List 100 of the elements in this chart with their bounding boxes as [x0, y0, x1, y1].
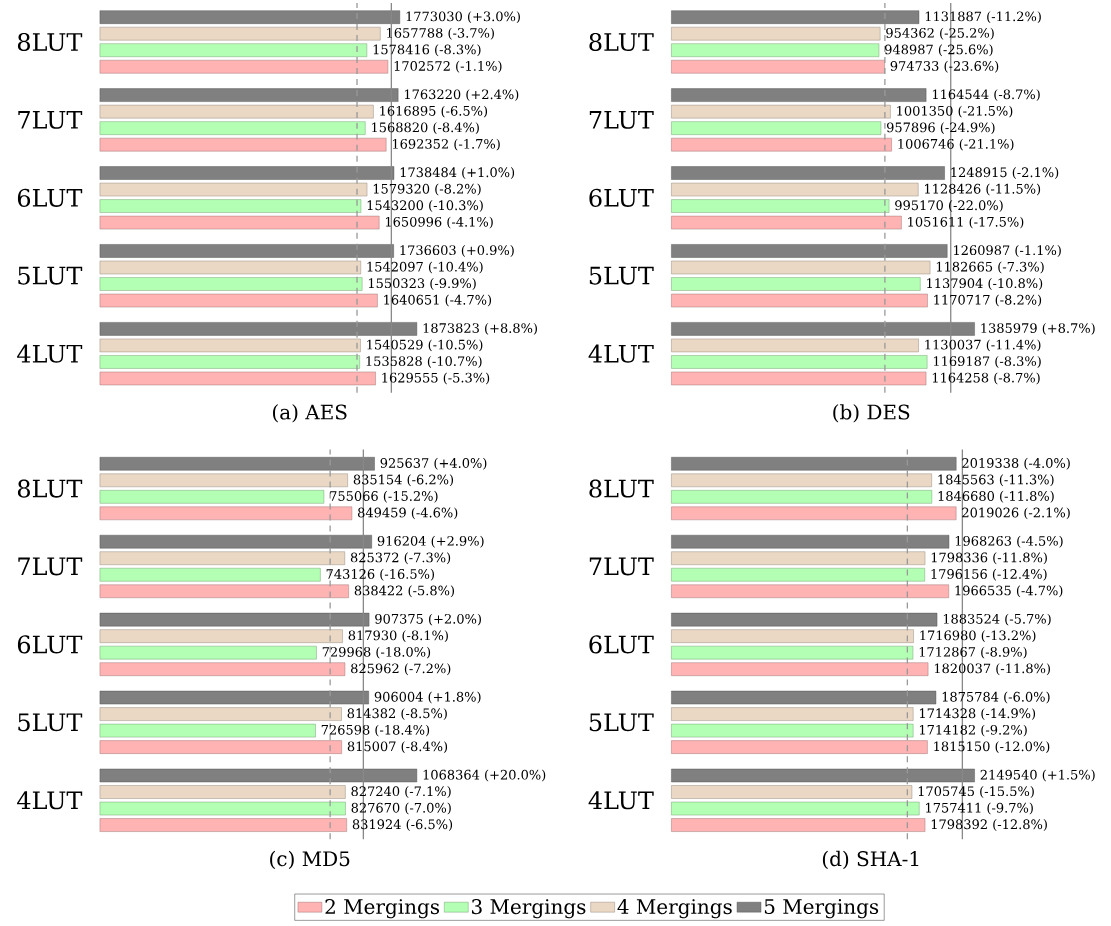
bar: [671, 215, 902, 230]
data-label: 2019338 (-4.0%): [962, 457, 1070, 470]
bar: [99, 355, 360, 369]
bar: [671, 26, 881, 41]
data-label: 948987 (-25.6%): [884, 44, 993, 57]
data-label: 838422 (-5.8%): [354, 585, 455, 598]
data-label: 1130037 (-11.4%): [925, 339, 1041, 352]
y-tick-label: 5LUT: [18, 266, 83, 285]
bar: [99, 629, 343, 643]
y-tick-label: 7LUT: [18, 110, 83, 129]
bar: [99, 26, 381, 41]
data-label: 1629555 (-5.3%): [382, 372, 490, 385]
bar: [99, 371, 376, 386]
bar: [99, 215, 380, 230]
data-label: 925637 (+4.0%): [380, 457, 487, 470]
data-label: 1714328 (-14.9%): [919, 708, 1036, 720]
legend-label: 4 Mergings: [617, 898, 732, 919]
bar: [671, 473, 932, 487]
data-label: 1579320 (-8.2%): [373, 183, 481, 196]
bar: [671, 567, 925, 582]
bar: [99, 338, 361, 353]
bar: [671, 534, 950, 549]
bar: [99, 473, 348, 487]
bar: [99, 801, 346, 816]
text: (b) DES: [833, 404, 910, 423]
data-label: 1542097 (-10.4%): [367, 261, 483, 274]
data-label: 1736603 (+0.9%): [400, 244, 514, 257]
data-label: 1714182 (-9.2%): [919, 724, 1027, 737]
data-label: 1883524 (-5.7%): [943, 613, 1051, 626]
data-label: 1846680 (-11.8%): [938, 490, 1054, 503]
data-label: 1164544 (-8.7%): [932, 89, 1040, 101]
data-label: 916204 (+2.9%): [377, 535, 484, 548]
bar: [671, 690, 937, 705]
data-label: 1640651 (-4.7%): [384, 294, 492, 307]
bar: [671, 260, 931, 275]
bar: [99, 645, 317, 660]
data-label: 1001350 (-21.5%): [897, 105, 1013, 118]
bar: [99, 490, 325, 504]
bar: [671, 137, 892, 152]
bar: [671, 818, 926, 832]
bar: [671, 456, 957, 471]
bar: [99, 121, 366, 135]
bar: [671, 88, 927, 102]
bar: [99, 818, 347, 832]
y-tick-label: 8LUT: [589, 32, 654, 51]
bar: [671, 629, 914, 643]
data-label: 2019026 (-2.1%): [962, 507, 1070, 520]
bar: [671, 662, 929, 676]
data-label: 1550323 (-9.9%): [368, 277, 476, 290]
y-tick-label: 8LUT: [589, 479, 654, 498]
data-label: 1068364 (+20.0%): [423, 769, 546, 782]
y-tick-label: 7LUT: [589, 557, 654, 576]
data-label: 1798336 (-11.8%): [931, 552, 1047, 565]
bar: [99, 260, 361, 275]
data-label: 827670 (-7.0%): [351, 802, 451, 815]
data-label: 817930 (-8.1%): [348, 630, 448, 643]
data-label: 1705745 (-15.5%): [918, 785, 1034, 798]
y-tick-label: 6LUT: [589, 635, 654, 654]
y-tick-label: 6LUT: [589, 188, 654, 207]
y-tick-label: 4LUT: [588, 791, 654, 810]
bar: [671, 584, 949, 598]
bar: [99, 740, 342, 754]
y-tick-label: 5LUT: [589, 713, 654, 732]
y-tick-label: 5LUT: [18, 713, 83, 732]
y-tick-label: 8LUT: [17, 479, 83, 498]
bar: [671, 785, 913, 799]
data-label: 729968 (-18.0%): [322, 646, 431, 659]
bar: [671, 244, 948, 258]
data-label: 825372 (-7.3%): [350, 552, 451, 565]
bar: [99, 707, 342, 721]
bar: [99, 104, 374, 119]
data-label: 1798392 (-12.8%): [931, 819, 1047, 831]
bar: [671, 59, 885, 74]
data-label: 755066 (-15.2%): [330, 490, 438, 503]
bar: [99, 277, 363, 291]
y-tick-label: 7LUT: [589, 110, 654, 129]
bar: [671, 490, 933, 504]
legend-label: 2 Mergings: [325, 898, 440, 919]
data-label: 1164258 (-8.7%): [932, 372, 1040, 385]
data-label: 1260987 (-1.1%): [954, 244, 1061, 257]
bar: [99, 551, 345, 565]
data-label: 1702572 (-1.1%): [394, 60, 502, 73]
data-label: 1578416 (-8.3%): [373, 44, 481, 57]
data-label: 743126 (-16.5%): [326, 568, 434, 581]
bar: [671, 293, 928, 308]
bar: [671, 355, 928, 369]
data-label: 1535828 (-10.7%): [366, 355, 482, 368]
data-label: 906004 (+1.8%): [374, 691, 481, 704]
bar: [671, 723, 914, 738]
data-label: 1051611 (-17.5%): [908, 216, 1024, 229]
data-label: 1385979 (+8.7%): [981, 322, 1095, 335]
data-label: 1738484 (+1.0%): [400, 167, 515, 179]
data-label: 1248915 (-2.1%): [951, 167, 1059, 179]
text: (d) SHA-1: [822, 850, 919, 869]
data-label: 954362 (-25.2%): [886, 27, 994, 40]
legend-label: 5 Mergings: [764, 899, 879, 919]
data-label: 1540529 (-10.5%): [367, 339, 483, 352]
bar: [99, 506, 353, 520]
data-label: 1716980 (-13.2%): [920, 630, 1036, 643]
data-label: 1763220 (+2.4%): [404, 89, 519, 101]
